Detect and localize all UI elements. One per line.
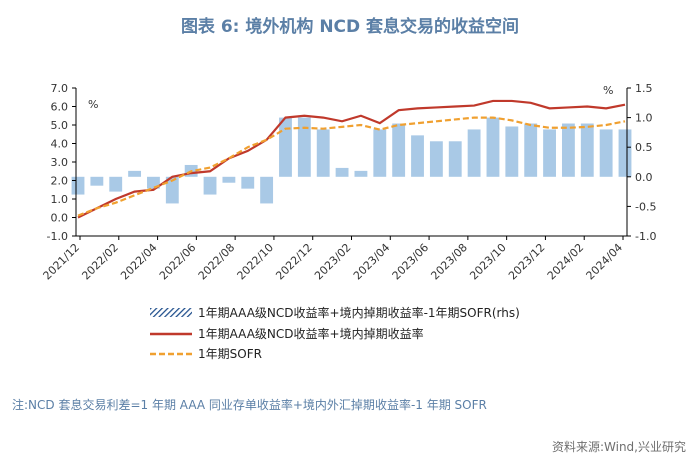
x-tick-label: 2024/04	[584, 241, 626, 283]
left-tick-label: 2.0	[51, 175, 69, 188]
bar	[354, 170, 368, 177]
legend-label: 1年期AAA级NCD收益率+境内掉期收益率-1年期SOFR(rhs)	[198, 305, 520, 320]
bar	[279, 117, 292, 177]
right-unit-label: %	[603, 84, 613, 97]
x-tick-label: 2022/12	[273, 241, 315, 283]
source-label: 资料来源:Wind,兴业研究	[551, 440, 686, 454]
right-tick-label: 1.5	[635, 82, 653, 95]
bar	[618, 129, 632, 177]
left-tick-label: -1.0	[47, 230, 68, 243]
bar	[128, 170, 142, 177]
x-tick-label: 2024/02	[545, 241, 587, 283]
left-tick-label: 5.0	[51, 119, 69, 132]
bar	[222, 176, 236, 183]
chart-title: 图表 6: 境外机构 NCD 套息交易的收益空间	[180, 17, 520, 37]
bar	[335, 167, 349, 177]
left-tick-label: 7.0	[51, 82, 69, 95]
bar	[147, 176, 160, 189]
bar	[543, 129, 556, 177]
left-tick-label: 3.0	[51, 156, 69, 169]
left-tick-label: 4.0	[51, 138, 69, 151]
bar	[486, 117, 500, 177]
bar	[165, 176, 179, 204]
x-tick-label: 2023/12	[506, 241, 548, 283]
right-tick-label: 0.0	[635, 171, 653, 184]
bar	[109, 176, 123, 192]
x-tick-label: 2022/06	[157, 241, 199, 283]
left-tick-label: 0.0	[51, 212, 69, 225]
right-tick-label: 0.5	[635, 141, 653, 154]
line-series	[77, 99, 626, 219]
axes: -1.0 0.0 1.0 2.0 3.0 4.0 5.0 6.0 7.0 -1.0 -0.5 0.0 0…	[41, 82, 657, 282]
left-unit-label: %	[88, 98, 98, 111]
bar	[448, 141, 462, 177]
x-tick-label: 2022/04	[118, 241, 160, 283]
x-tick-label: 2023/04	[351, 241, 393, 283]
bar	[467, 129, 481, 177]
x-tick-label: 2022/02	[79, 241, 121, 283]
x-tick-label: 2023/10	[467, 241, 509, 283]
bar	[561, 123, 575, 177]
legend-label: 1年期SOFR	[198, 347, 262, 361]
bar	[505, 126, 519, 177]
x-tick-label: 2022/08	[196, 241, 238, 283]
bar	[297, 117, 311, 177]
bar	[580, 123, 594, 177]
bar	[373, 129, 387, 177]
chart-note: 注:NCD 套息交易利差=1 年期 AAA 同业存单收益率+境内外汇掉期收益率-…	[12, 398, 487, 412]
right-tick-label: 1.0	[635, 112, 653, 125]
x-tick-label: 2023/02	[312, 241, 354, 283]
bar	[203, 176, 217, 195]
sofr-line	[77, 116, 626, 217]
bar	[429, 141, 443, 177]
carry-line	[77, 99, 626, 219]
x-tick-label: 2022/10	[235, 241, 277, 283]
bar	[411, 135, 424, 177]
bar	[260, 176, 274, 204]
left-tick-label: 6.0	[51, 101, 69, 114]
x-tick-label: 2023/08	[428, 241, 470, 283]
right-tick-label: -1.0	[635, 230, 656, 243]
bar	[599, 129, 613, 177]
x-tick-label: 2021/12	[41, 241, 83, 283]
legend-label: 1年期AAA级NCD收益率+境内掉期收益率	[198, 326, 424, 341]
bar-series	[71, 117, 632, 204]
bar	[316, 129, 330, 177]
x-tick-label: 2023/06	[390, 241, 432, 283]
legend: 1年期AAA级NCD收益率+境内掉期收益率-1年期SOFR(rhs) 1年期AAA…	[150, 305, 520, 361]
bar	[524, 123, 538, 177]
left-tick-label: 1.0	[51, 193, 69, 206]
bar	[90, 176, 104, 186]
legend-swatch-bars	[150, 308, 192, 317]
bar	[71, 176, 85, 195]
bar	[241, 176, 255, 189]
bar	[392, 123, 406, 177]
right-tick-label: -0.5	[635, 200, 656, 213]
